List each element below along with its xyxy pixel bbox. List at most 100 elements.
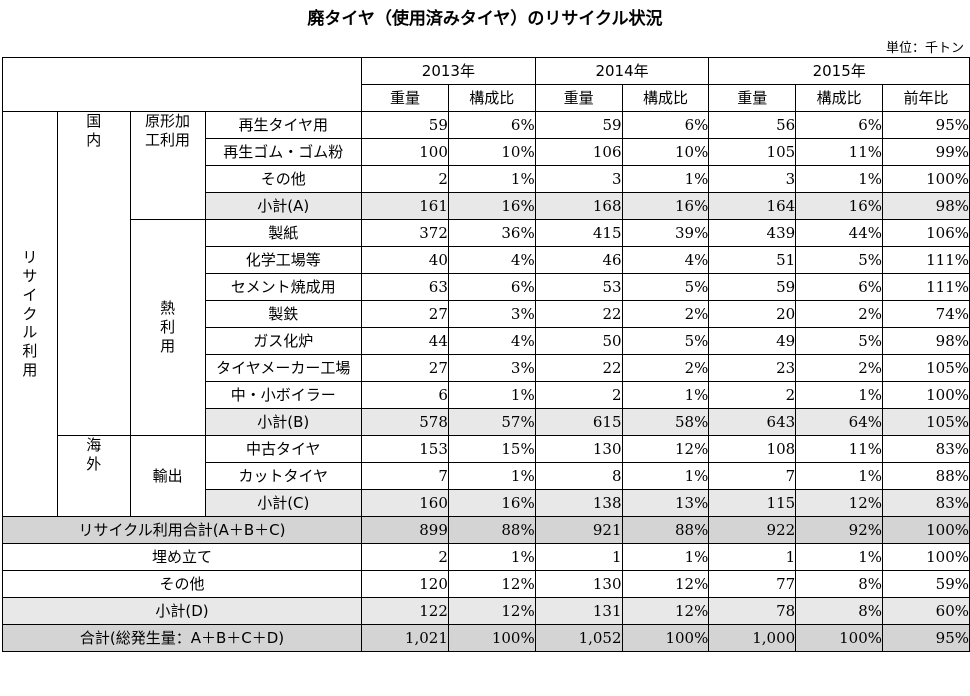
cell-value: 2% — [795, 300, 884, 328]
row-label: 製鉄 — [204, 300, 363, 328]
cell-value: 100% — [882, 165, 970, 193]
col-share-2013: 構成比 — [447, 84, 536, 112]
row-label: セメント焼成用 — [204, 273, 363, 301]
cell-value: 922 — [708, 516, 797, 544]
cell-value: 10% — [447, 138, 536, 166]
cell-value: 100% — [882, 543, 970, 571]
cell-value: 7 — [708, 462, 797, 490]
cell-value: 59 — [361, 111, 449, 139]
row-label: 化学工場等 — [204, 246, 363, 274]
cell-value: 60% — [882, 597, 970, 625]
year-header-2013: 2013年 — [361, 57, 536, 85]
cell-value: 1% — [795, 165, 884, 193]
cell-value: 27 — [361, 354, 449, 382]
cell-value: 615 — [534, 408, 623, 436]
cell-value: 53 — [534, 273, 623, 301]
cell-value: 20 — [708, 300, 797, 328]
cell-value: 4% — [447, 246, 536, 274]
table-row: その他 2 1% 3 1% 3 1% 100% — [3, 165, 970, 193]
table-row: リサイクル利用合計(A＋B＋C) 899 88% 921 88% 922 92% 100% — [1, 516, 970, 544]
row-label: 合計(総発生量：A＋B＋C＋D) — [1, 624, 363, 652]
cell-value: 2% — [621, 300, 710, 328]
col-share-2014: 構成比 — [621, 84, 710, 112]
cell-value: 99% — [882, 138, 970, 166]
cell-value: 95% — [882, 624, 970, 652]
cell-value: 1% — [621, 381, 710, 409]
cell-value: 2 — [708, 381, 797, 409]
cell-value: 78 — [708, 597, 797, 625]
cell-value: 6% — [795, 111, 884, 139]
cell-value: 49 — [708, 327, 797, 355]
cell-value: 643 — [708, 408, 797, 436]
unit-label: 単位：千トン — [885, 41, 964, 56]
cell-value: 51 — [708, 246, 797, 274]
row-label: 小計(B) — [204, 408, 363, 436]
cell-value: 5% — [795, 246, 884, 274]
cell-value: 8% — [795, 570, 884, 598]
row-label: リサイクル利用合計(A＋B＋C) — [1, 516, 363, 544]
cell-value: 105 — [708, 138, 797, 166]
group-export: 輸出 — [129, 435, 206, 517]
cell-value: 59% — [882, 570, 970, 598]
cell-value: 105% — [882, 354, 970, 382]
table-row: 製鉄 27 3% 22 2% 20 2% 74% — [3, 300, 970, 328]
cell-value: 3% — [447, 300, 536, 328]
cell-value: 122 — [361, 597, 449, 625]
cell-value: 105% — [882, 408, 970, 436]
cell-value: 111% — [882, 246, 970, 274]
cell-value: 63 — [361, 273, 449, 301]
group-heat-label: 熱利用 — [160, 299, 176, 355]
cell-value: 4% — [621, 246, 710, 274]
group-form: 原形加工利用 — [129, 111, 206, 220]
group-export-label: 輸出 — [152, 466, 183, 485]
cell-value: 8 — [534, 462, 623, 490]
cell-value: 13% — [621, 489, 710, 517]
cell-value: 56 — [708, 111, 797, 139]
table-row: 化学工場等 40 4% 46 4% 51 5% 111% — [3, 246, 970, 274]
cell-value: 40 — [361, 246, 449, 274]
cell-value: 22 — [534, 300, 623, 328]
group-form-label: 原形加工利用 — [145, 112, 191, 149]
group-domestic-label: 国内 — [86, 112, 102, 149]
row-label: ガス化炉 — [204, 327, 363, 355]
cell-value: 1% — [795, 543, 884, 571]
table-row: リサイクル利用 国内 原形加工利用 再生タイヤ用 59 6% 59 6% 56 6% 95% — [2, 111, 970, 517]
table-row: 海外 輸出 中古タイヤ 153 15% 130 12% 108 11% 83% — [3, 435, 970, 517]
cell-value: 130 — [534, 435, 623, 463]
cell-value: 12% — [447, 570, 536, 598]
row-label: 中古タイヤ — [204, 435, 363, 463]
cell-value: 44% — [795, 219, 884, 247]
cell-value: 98% — [882, 327, 970, 355]
table-row: その他 120 12% 130 12% 77 8% 59% — [1, 570, 970, 598]
cell-value: 5% — [795, 327, 884, 355]
cell-value: 2 — [361, 543, 449, 571]
table-row: 小計(C) 160 16% 138 13% 115 12% 83% — [3, 489, 970, 517]
cell-value: 88% — [447, 516, 536, 544]
col-share-2015: 構成比 — [795, 84, 884, 112]
cell-value: 120 — [361, 570, 449, 598]
table-row: 埋め立て 2 1% 1 1% 1 1% 100% — [1, 543, 970, 571]
cell-value: 98% — [882, 192, 970, 220]
col-weight-2013: 重量 — [361, 84, 449, 112]
cell-value: 138 — [534, 489, 623, 517]
header-corner — [1, 57, 363, 112]
group-recycle-label: リサイクル利用 — [22, 248, 38, 379]
cell-value: 921 — [534, 516, 623, 544]
cell-value: 3 — [534, 165, 623, 193]
cell-value: 108 — [708, 435, 797, 463]
cell-value: 58% — [621, 408, 710, 436]
cell-value: 6% — [447, 111, 536, 139]
cell-value: 130 — [534, 570, 623, 598]
cell-value: 153 — [361, 435, 449, 463]
cell-value: 164 — [708, 192, 797, 220]
cell-value: 16% — [795, 192, 884, 220]
cell-value: 1% — [621, 543, 710, 571]
cell-value: 4% — [447, 327, 536, 355]
cell-value: 12% — [447, 597, 536, 625]
cell-value: 15% — [447, 435, 536, 463]
row-label: その他 — [204, 165, 363, 193]
cell-value: 6% — [447, 273, 536, 301]
cell-value: 1% — [447, 543, 536, 571]
cell-value: 100% — [882, 516, 970, 544]
cell-value: 578 — [361, 408, 449, 436]
